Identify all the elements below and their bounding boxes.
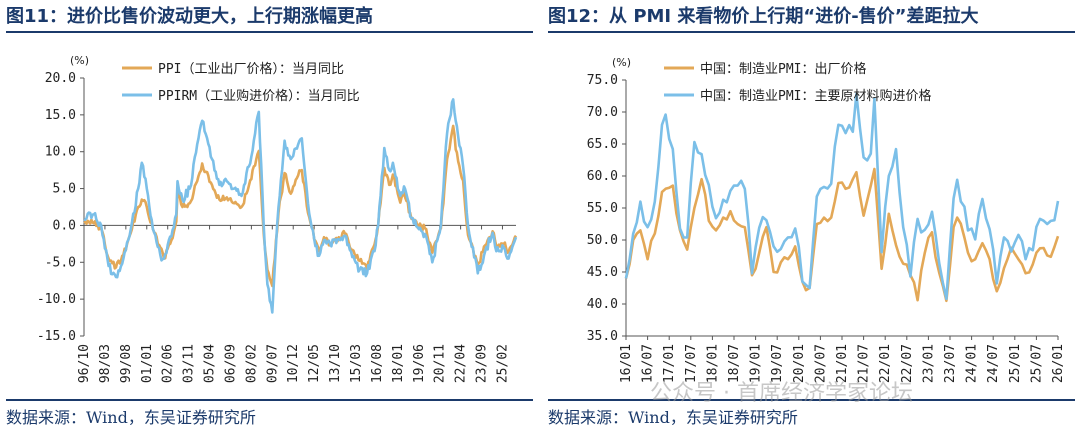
- y-tick-label: 50.0: [587, 233, 618, 248]
- bottom-rule: [548, 399, 1075, 401]
- y-tick-label: 15.0: [45, 108, 76, 123]
- x-tick-label: 03/11: [182, 344, 197, 383]
- chart-panel-right: 图12：从 PMI 来看物价上行期“进价-售价”差距拉大 (%) 75.0 70.0…: [548, 0, 1075, 434]
- x-tick-label: 21/01: [835, 344, 850, 383]
- x-tick-label: 23/07: [943, 344, 958, 383]
- ppi-line-chart: (%) 20.0 15.0 10.0 5.0 0.0 -5.0 -10.0 -15.096/10…: [37, 54, 518, 383]
- x-tick-label: 08/02: [244, 344, 259, 383]
- y-tick-label: 35.0: [587, 329, 618, 344]
- legend-label-1: PPI（工业出厂价格）：当月同比: [158, 61, 344, 77]
- x-tick-label: 20/01: [792, 344, 807, 383]
- x-tick-label: 25/01: [1008, 344, 1023, 383]
- x-tick-label: 25/07: [1029, 344, 1044, 383]
- x-tick-label: 17/07: [684, 344, 699, 383]
- x-tick-label: 20/11: [433, 344, 448, 383]
- x-tick-label: 09/07: [265, 344, 280, 383]
- x-tick-label: 18/07: [727, 344, 742, 383]
- y-tick-label: 5.0: [53, 182, 76, 197]
- y-tick-label: 10.0: [45, 145, 76, 160]
- chart-panel-left: 图11：进价比售价波动更大，上行期涨幅更高 (%) 20.0 15.0 10.0 5.0…: [6, 0, 533, 434]
- x-tick-label: 02/06: [161, 344, 176, 383]
- bottom-rule: [6, 399, 533, 401]
- x-tick-label: 98/03: [98, 344, 113, 383]
- y-tick-label: 70.0: [587, 105, 618, 120]
- y-tick-label: 40.0: [587, 297, 618, 312]
- y-tick-label: 55.0: [587, 201, 618, 216]
- y-unit-label: (%): [612, 56, 631, 69]
- x-tick-label: 24/07: [986, 344, 1001, 383]
- x-tick-label: 22/04: [454, 344, 469, 383]
- x-tick-label: 19/07: [770, 344, 785, 383]
- x-tick-label: 10/12: [286, 344, 301, 383]
- source-note: 数据来源：Wind，东吴证券研究所: [6, 408, 256, 427]
- watermark: 公众号 · 首席经济学家论坛: [650, 381, 913, 406]
- y-tick-label: 45.0: [587, 265, 618, 280]
- x-tick-label: 16/08: [370, 344, 385, 383]
- y-tick-label: -5.0: [45, 255, 76, 270]
- x-tick-label: 16/07: [641, 344, 656, 383]
- chart-title: 图11：进价比售价波动更大，上行期涨幅更高: [6, 6, 374, 27]
- y-tick-label: 60.0: [587, 169, 618, 184]
- y-tick-label: -10.0: [37, 292, 76, 307]
- chart-title: 图12：从 PMI 来看物价上行期“进价-售价”差距拉大: [548, 6, 979, 27]
- x-tick-label: 15/03: [349, 344, 364, 383]
- series-line-2: [83, 98, 518, 314]
- legend-label-2: PPIRM（工业购进价格）：当月同比: [158, 88, 360, 104]
- series-line-2: [624, 92, 1060, 301]
- y-tick-label: 75.0: [587, 73, 618, 88]
- source-note: 数据来源：Wind，东吴证券研究所: [548, 408, 798, 427]
- top-rule: [548, 31, 1075, 33]
- x-tick-label: 20/07: [813, 344, 828, 383]
- x-tick-label: 16/01: [619, 344, 634, 383]
- x-tick-label: 13/10: [328, 344, 343, 383]
- x-tick-label: 99/08: [119, 344, 134, 383]
- legend-label-1: 中国：制造业PMI：出厂价格: [700, 61, 866, 77]
- x-tick-label: 12/05: [307, 344, 322, 383]
- y-tick-label: 0.0: [53, 218, 76, 233]
- x-tick-label: 18/01: [705, 344, 720, 383]
- y-tick-label: -15.0: [37, 329, 76, 344]
- x-tick-label: 19/01: [749, 344, 764, 383]
- x-tick-label: 05/04: [203, 344, 218, 383]
- x-tick-label: 01/01: [140, 344, 155, 383]
- y-tick-label: 65.0: [587, 137, 618, 152]
- pmi-line-chart: (%)75.070.065.060.055.050.045.040.035.01…: [587, 56, 1066, 383]
- x-tick-label: 24/01: [965, 344, 980, 383]
- x-tick-label: 22/01: [878, 344, 893, 383]
- series-line-1: [624, 167, 1060, 303]
- x-tick-label: 17/01: [662, 344, 677, 383]
- legend-label-2: 中国：制造业PMI：主要原材料购进价格: [700, 88, 931, 104]
- x-tick-label: 21/07: [857, 344, 872, 383]
- x-tick-label: 26/01: [1051, 344, 1066, 383]
- y-tick-label: 20.0: [45, 71, 76, 86]
- x-tick-label: 22/07: [900, 344, 915, 383]
- x-tick-label: 25/02: [495, 344, 510, 383]
- x-tick-label: 96/10: [77, 344, 92, 383]
- x-tick-label: 06/09: [223, 344, 238, 383]
- x-tick-label: 23/01: [921, 344, 936, 383]
- y-unit-label: (%): [70, 54, 89, 67]
- x-tick-label: 18/01: [391, 344, 406, 383]
- x-tick-label: 19/06: [412, 344, 427, 383]
- top-rule: [6, 31, 533, 33]
- x-tick-label: 23/09: [475, 344, 490, 383]
